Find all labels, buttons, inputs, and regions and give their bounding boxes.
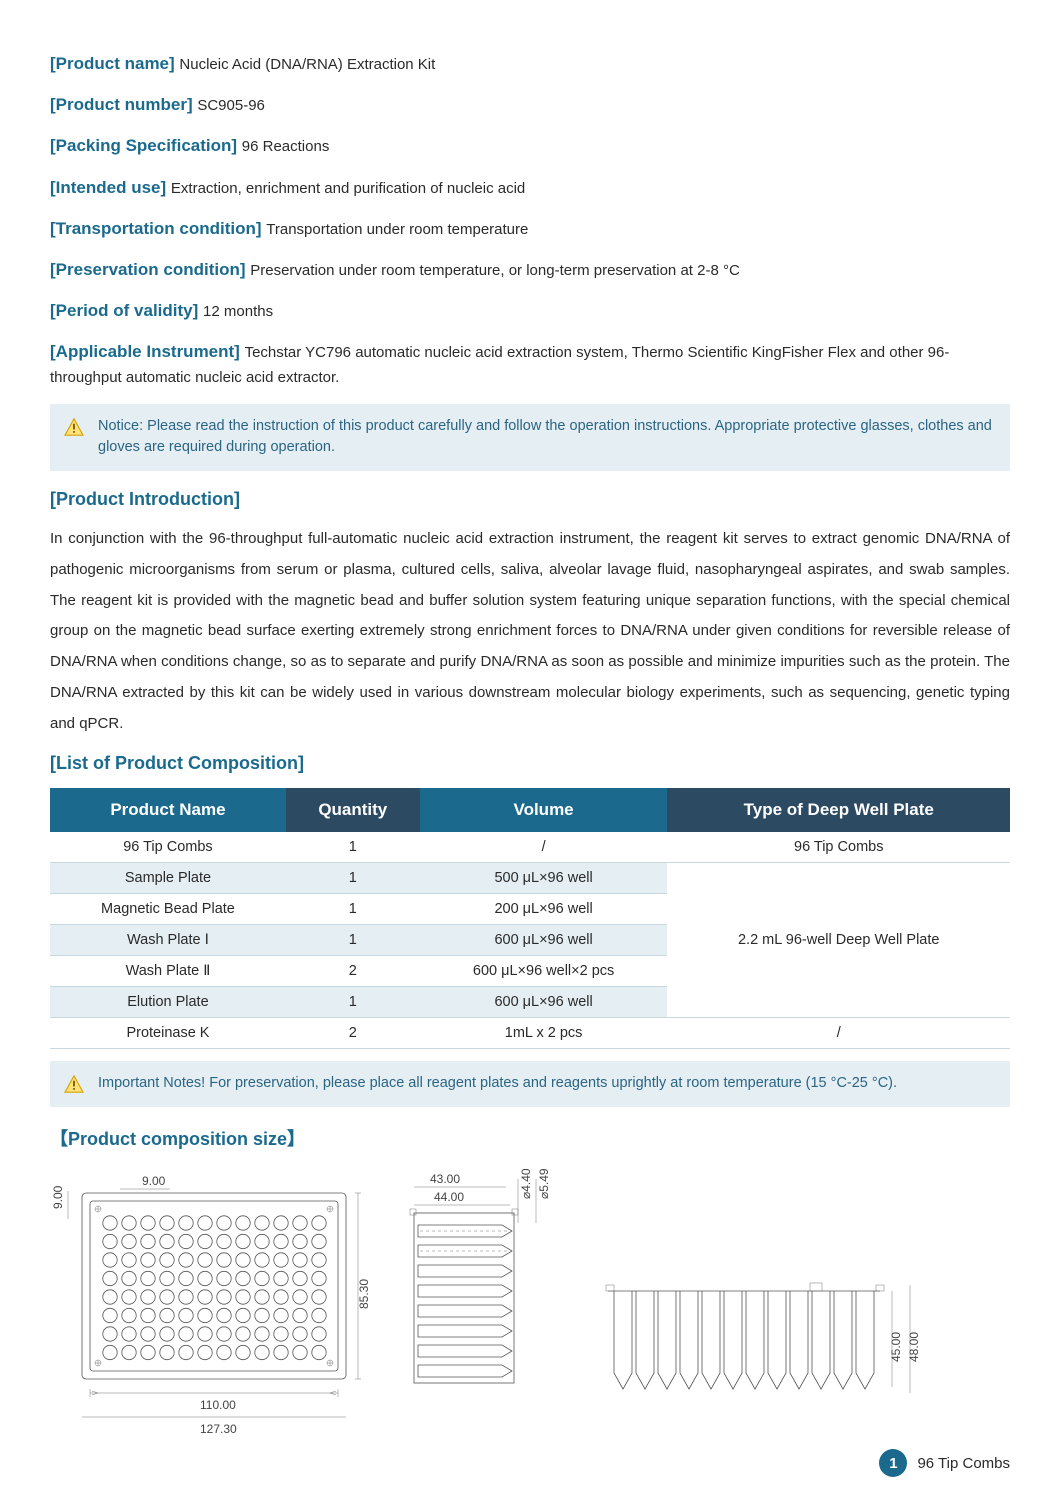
page-number-badge: 1 — [879, 1449, 907, 1477]
field-value: 12 months — [203, 303, 273, 320]
page-label: 96 Tip Combs — [917, 1455, 1010, 1472]
svg-text:127.30: 127.30 — [200, 1422, 237, 1436]
composition-table: Product NameQuantityVolumeType of Deep W… — [50, 788, 1010, 1049]
diagram-plate-side: 43.00 44.00 ⌀4.40 ⌀5.49 — [390, 1169, 580, 1439]
warning-icon — [64, 1075, 84, 1093]
table-cell: 2 — [286, 956, 420, 987]
table-cell: Wash Plate Ⅰ — [50, 925, 286, 956]
svg-text:⌀4.40: ⌀4.40 — [519, 1169, 533, 1199]
table-cell: 1 — [286, 925, 420, 956]
field-label: [Intended use] — [50, 178, 171, 197]
table-row: Proteinase K21mL x 2 pcs/ — [50, 1018, 1010, 1049]
field-row: [Intended use] Extraction, enrichment an… — [50, 174, 1010, 201]
field-label: [Applicable Instrument] — [50, 342, 245, 361]
field-value: Nucleic Acid (DNA/RNA) Extraction Kit — [179, 56, 435, 73]
field-label: [Period of validity] — [50, 301, 203, 320]
page-footer: 1 96 Tip Combs — [50, 1449, 1010, 1477]
table-header-cell: Volume — [420, 788, 668, 832]
table-cell: Sample Plate — [50, 863, 286, 894]
field-row: [Transportation condition] Transportatio… — [50, 215, 1010, 242]
field-row: [Period of validity] 12 months — [50, 297, 1010, 324]
table-cell: / — [667, 1018, 1010, 1049]
table-header-cell: Product Name — [50, 788, 286, 832]
heading-size: 【Product composition size】 — [50, 1125, 1010, 1151]
table-cell: 96 Tip Combs — [667, 832, 1010, 863]
table-cell: 200 μL×96 well — [420, 894, 668, 925]
svg-text:43.00: 43.00 — [430, 1172, 460, 1186]
table-cell: 1 — [286, 832, 420, 863]
field-label: [Product name] — [50, 54, 179, 73]
field-value: Extraction, enrichment and purification … — [171, 180, 525, 197]
field-value: 96 Reactions — [242, 138, 330, 155]
table-cell: 96 Tip Combs — [50, 832, 286, 863]
field-label: [Transportation condition] — [50, 219, 266, 238]
field-row: [Packing Specification] 96 Reactions — [50, 132, 1010, 159]
table-header-cell: Quantity — [286, 788, 420, 832]
field-label: [Product number] — [50, 95, 197, 114]
table-cell: 2 — [286, 1018, 420, 1049]
svg-text:44.00: 44.00 — [434, 1190, 464, 1204]
table-cell-merged: 2.2 mL 96-well Deep Well Plate — [667, 863, 1010, 1018]
field-value: SC905-96 — [197, 97, 265, 114]
table-cell: 1 — [286, 987, 420, 1018]
table-cell: Elution Plate — [50, 987, 286, 1018]
heading-composition: [List of Product Composition] — [50, 753, 1010, 774]
table-header-cell: Type of Deep Well Plate — [667, 788, 1010, 832]
svg-text:85.30: 85.30 — [357, 1279, 370, 1309]
table-cell: 600 μL×96 well — [420, 925, 668, 956]
diagrams-row: 9.00 9.00 85.30 110.00 127.30 43.00 44.0… — [50, 1169, 1010, 1439]
svg-text:110.00: 110.00 — [200, 1398, 236, 1412]
table-row: 96 Tip Combs1/96 Tip Combs — [50, 832, 1010, 863]
table-cell: / — [420, 832, 668, 863]
diagram-plate-top: 9.00 9.00 85.30 110.00 127.30 — [50, 1169, 370, 1439]
field-row: [Applicable Instrument] Techstar YC796 a… — [50, 338, 1010, 389]
field-label: [Packing Specification] — [50, 136, 242, 155]
svg-text:9.00: 9.00 — [51, 1185, 65, 1209]
svg-text:45.00: 45.00 — [889, 1332, 903, 1362]
field-value: Preservation under room temperature, or … — [250, 262, 740, 279]
table-cell: 1 — [286, 894, 420, 925]
field-label: [Preservation condition] — [50, 260, 250, 279]
notice-text: Important Notes! For preservation, pleas… — [98, 1073, 897, 1095]
table-cell: 600 μL×96 well×2 pcs — [420, 956, 668, 987]
table-cell: 1mL x 2 pcs — [420, 1018, 668, 1049]
warning-icon — [64, 418, 84, 436]
diagram-comb-side: 45.00 48.00 — [600, 1269, 920, 1439]
table-cell: Wash Plate Ⅱ — [50, 956, 286, 987]
table-cell: 600 μL×96 well — [420, 987, 668, 1018]
intro-paragraph: In conjunction with the 96-throughput fu… — [50, 524, 1010, 739]
field-row: [Product number] SC905-96 — [50, 91, 1010, 118]
notice-read-instructions: Notice: Please read the instruction of t… — [50, 404, 1010, 472]
notice-preservation: Important Notes! For preservation, pleas… — [50, 1061, 1010, 1107]
table-cell: Proteinase K — [50, 1018, 286, 1049]
svg-text:9.00: 9.00 — [142, 1174, 166, 1188]
table-cell: 1 — [286, 863, 420, 894]
field-row: [Product name] Nucleic Acid (DNA/RNA) Ex… — [50, 50, 1010, 77]
svg-text:48.00: 48.00 — [907, 1332, 920, 1362]
table-cell: Magnetic Bead Plate — [50, 894, 286, 925]
field-value: Transportation under room temperature — [266, 221, 528, 238]
table-cell: 500 μL×96 well — [420, 863, 668, 894]
heading-product-introduction: [Product Introduction] — [50, 489, 1010, 510]
field-row: [Preservation condition] Preservation un… — [50, 256, 1010, 283]
notice-text: Notice: Please read the instruction of t… — [98, 416, 996, 460]
svg-text:⌀5.49: ⌀5.49 — [537, 1169, 551, 1199]
table-row: Sample Plate1500 μL×96 well2.2 mL 96-wel… — [50, 863, 1010, 894]
